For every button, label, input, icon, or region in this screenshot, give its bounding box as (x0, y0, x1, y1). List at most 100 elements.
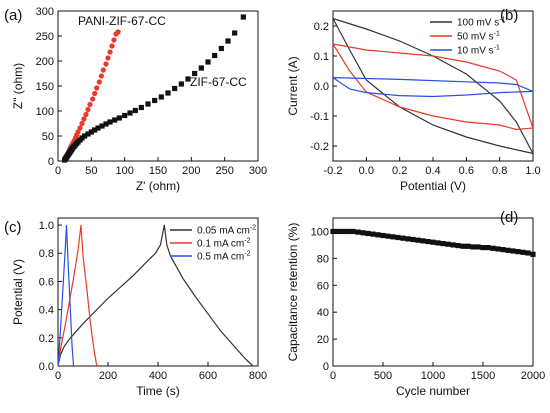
data-point (172, 85, 178, 92)
data-point (107, 119, 113, 125)
panel-label: (a) (4, 7, 22, 24)
data-point (82, 133, 88, 139)
data-point (340, 228, 346, 235)
data-point (520, 249, 526, 255)
data-point (450, 242, 456, 248)
data-point (205, 59, 211, 65)
data-point (81, 116, 87, 122)
series-0 (332, 17, 535, 155)
x-tick-label: 250 (215, 165, 233, 177)
data-point (400, 235, 406, 241)
data-point (132, 107, 138, 114)
data-point (485, 245, 491, 251)
x-tick-label: 1.0 (525, 165, 540, 177)
data-point (92, 127, 98, 133)
series-line (332, 17, 535, 155)
data-point (100, 67, 106, 73)
x-tick-label: 0 (55, 370, 61, 382)
data-point (232, 30, 238, 36)
series-line (57, 224, 98, 367)
data-point (212, 52, 218, 59)
data-point (92, 90, 98, 97)
data-point (127, 110, 133, 116)
data-point (490, 245, 496, 251)
data-point (85, 106, 91, 113)
x-axis-label: Cycle number (396, 384, 470, 398)
data-point (460, 243, 466, 249)
series-0 (330, 228, 536, 257)
data-point (425, 238, 431, 245)
y-tick-label: 40 (317, 307, 329, 319)
x-tick-label: 1000 (421, 370, 445, 382)
data-point (94, 85, 100, 91)
data-point (365, 230, 371, 237)
y-tick-label: 0 (323, 361, 329, 373)
data-point (116, 115, 122, 121)
x-tick-label: 200 (99, 370, 117, 382)
data-point (495, 246, 501, 252)
panel-d: 0 500 1000 1500 2000 0 20 40 60 80 100 Cycle number… (286, 209, 545, 398)
data-point (95, 125, 101, 131)
x-tick-label: 0.6 (459, 165, 474, 177)
data-point (115, 29, 121, 35)
data-point (218, 45, 224, 52)
data-point (525, 250, 531, 256)
data-point (198, 65, 204, 71)
legend: 100 mV s-1 50 mV s-1 10 mV s-1 (430, 17, 506, 57)
y-tick-label: 50 (42, 131, 54, 143)
data-point (88, 129, 94, 135)
data-point (330, 228, 336, 235)
data-point (107, 49, 113, 55)
panel-label: (b) (500, 7, 518, 24)
data-point (370, 231, 376, 237)
legend-label: 10 mV s-1 (457, 45, 500, 57)
data-point (415, 237, 421, 243)
y-tick-label: 0.8 (39, 248, 54, 260)
x-tick-label: -0.2 (324, 165, 343, 177)
x-tick-label: 300 (249, 165, 267, 177)
data-point (122, 112, 128, 119)
data-point (480, 245, 486, 251)
x-tick-label: 800 (249, 370, 267, 382)
data-point (515, 249, 521, 255)
data-point (185, 76, 191, 82)
series-0 (57, 224, 254, 367)
legend-label: 50 mV s-1 (457, 31, 500, 43)
x-tick-label: 500 (374, 370, 392, 382)
y-tick-label: 100 (311, 226, 329, 238)
y-tick-label: 150 (36, 81, 54, 93)
x-tick-label: 1500 (471, 370, 495, 382)
x-tick-label: 0.8 (492, 165, 507, 177)
data-point (79, 120, 85, 127)
annotation-pani: PANI-ZIF-67-CC (78, 14, 166, 28)
data-point (470, 244, 476, 250)
x-axis-label: Time (s) (136, 384, 180, 398)
plot-frame (332, 10, 534, 162)
panel-label: (c) (4, 219, 22, 236)
data-point (178, 81, 184, 87)
data-point (138, 104, 144, 111)
y-tick-label: -0.2 (310, 141, 329, 153)
data-point (96, 79, 102, 85)
data-point (390, 234, 396, 240)
panel-c: 0 200 400 600 800 0.0 0.2 0.4 0.6 0.8 1.0 Time (s) P… (4, 217, 267, 398)
series-line (332, 77, 534, 98)
data-point (380, 232, 386, 239)
data-point (103, 121, 109, 127)
data-point (158, 94, 164, 100)
x-axis-label: Z' (ohm) (136, 179, 180, 193)
x-axis-label: Potential (V) (400, 179, 466, 193)
data-point (405, 236, 411, 242)
x-tick-label: 0.4 (425, 165, 440, 177)
y-tick-label: 0.0 (314, 81, 329, 93)
data-point (105, 55, 111, 61)
data-point (79, 135, 85, 141)
x-tick-label: 50 (85, 165, 97, 177)
y-axis-label: Current (A) (286, 56, 300, 115)
data-point (355, 229, 361, 235)
data-point (435, 240, 441, 246)
data-point (77, 125, 83, 131)
x-tick-label: 150 (149, 165, 167, 177)
data-point (505, 247, 511, 253)
